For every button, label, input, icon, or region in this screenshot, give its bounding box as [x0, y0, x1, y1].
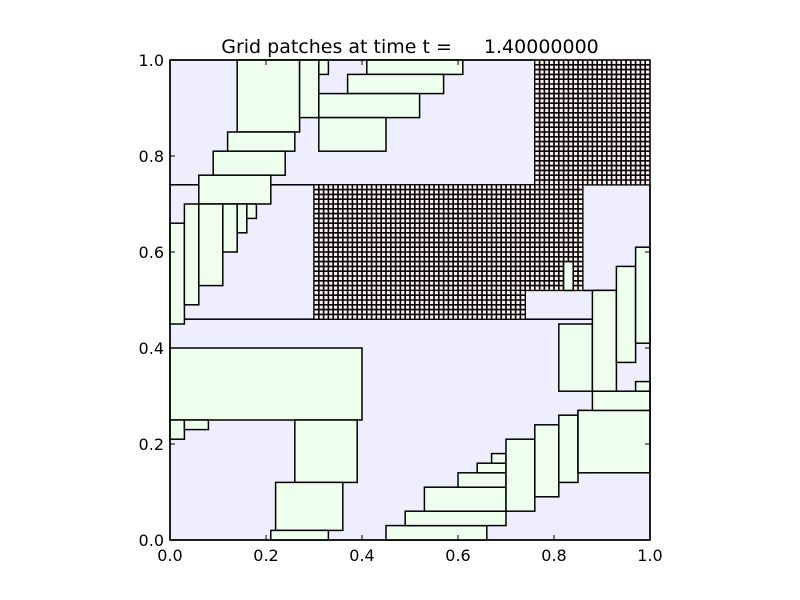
- y-tick-label: 0.2: [139, 435, 164, 454]
- level2-patch: [236, 203, 248, 234]
- level2-patch: [169, 419, 186, 440]
- level2-patch: [246, 203, 258, 220]
- level2-patch: [634, 246, 651, 344]
- y-tick-label: 0.8: [139, 147, 164, 166]
- refined-patch-grid: [534, 60, 650, 185]
- level2-patch: [318, 59, 330, 76]
- x-tick-label: 0.0: [157, 546, 182, 565]
- level2-patch: [346, 73, 445, 95]
- level2-patch: [366, 59, 464, 76]
- level2-patch: [591, 289, 618, 392]
- axes: 0.0 0.2 0.4 0.6 0.8 1.0 0.0 0.2 0.4 0.6 0.8 1.0: [139, 51, 663, 565]
- refined-patch: [313, 289, 526, 320]
- level2-patch: [404, 510, 507, 527]
- level2-patch: [577, 409, 651, 474]
- level2-patch: [294, 419, 358, 484]
- x-tick-label: 1.0: [637, 546, 662, 565]
- x-tick-label: 0.4: [349, 546, 374, 565]
- level2-patch: [183, 419, 210, 431]
- level2-patch: [169, 222, 186, 325]
- refined-patch-grid: [314, 184, 583, 291]
- refined-patch: [313, 184, 584, 292]
- level2-patch: [298, 59, 320, 119]
- level2-patch: [423, 486, 507, 512]
- level2-patch: [634, 380, 651, 392]
- axes-frame: [169, 59, 651, 541]
- level2-patch: [274, 481, 344, 532]
- level2-patch: [457, 472, 507, 488]
- chart-title: Grid patches at time t = 1.40000000: [221, 36, 599, 58]
- title-value: 1.40000000: [484, 36, 599, 58]
- level2-patch: [318, 92, 421, 119]
- level2-patch: [490, 452, 507, 464]
- x-tick-label: 0.6: [445, 546, 470, 565]
- level2-patch: [385, 524, 488, 541]
- level2-patch: [212, 150, 286, 176]
- level2-patch: [226, 131, 296, 152]
- level2-patch: [236, 59, 301, 133]
- y-tick-label: 0.0: [139, 531, 164, 550]
- x-tick-label: 0.8: [541, 546, 566, 565]
- level2-patch: [318, 116, 387, 152]
- refined-patch-grid: [314, 290, 526, 320]
- level2-patch: [615, 265, 637, 364]
- title-prefix: Grid patches at time t =: [221, 36, 452, 58]
- level2-patch: [476, 462, 507, 474]
- level2-patch: [558, 414, 579, 484]
- level2-patch: [198, 203, 224, 287]
- level2-patch: [198, 174, 272, 205]
- level2-patch: [222, 203, 238, 253]
- x-tick-label: 0.2: [253, 546, 278, 565]
- y-tick-label: 0.4: [139, 339, 164, 358]
- level2-patch: [558, 323, 594, 392]
- y-tick-label: 1.0: [139, 51, 164, 70]
- y-tick-label: 0.6: [139, 243, 164, 262]
- level2-patch: [183, 203, 200, 306]
- level2-patch: [591, 390, 651, 412]
- level2-patch: [169, 347, 363, 421]
- refined-patch: [534, 59, 651, 186]
- level2-patch: [562, 260, 574, 292]
- plot-area: [169, 59, 651, 541]
- level2-patch: [505, 438, 536, 512]
- level2-patch: [270, 529, 330, 541]
- level2-patch: [534, 424, 560, 498]
